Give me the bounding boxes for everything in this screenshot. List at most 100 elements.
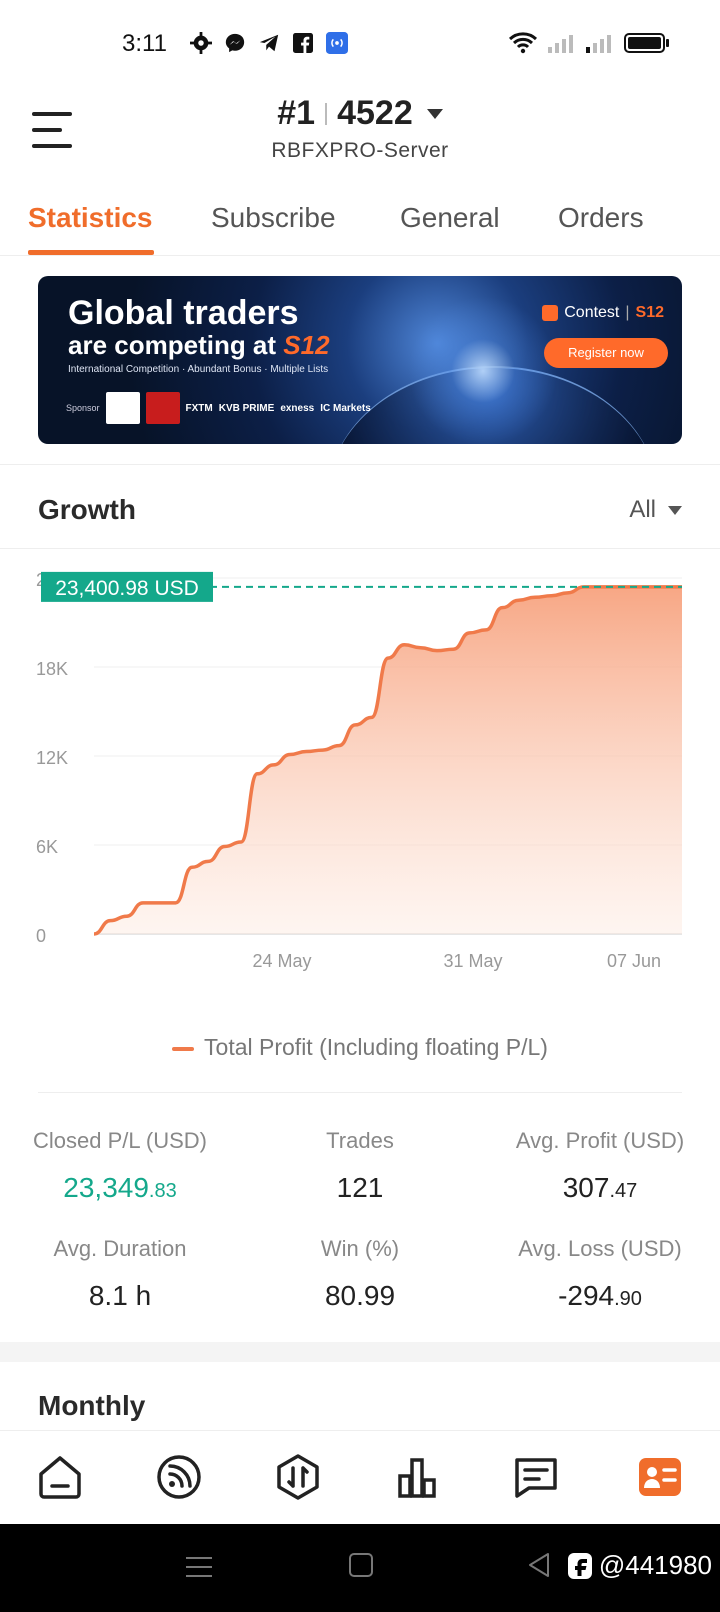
- stat-label: Trades: [326, 1128, 394, 1153]
- stat-avg-loss: Avg. Loss (USD) -294.90: [480, 1236, 720, 1312]
- banner-subtitle: International Competition · Abundant Bon…: [68, 364, 329, 375]
- legend-label: Total Profit (Including floating P/L): [204, 1034, 548, 1060]
- menu-icon[interactable]: [32, 110, 74, 150]
- stat-value: 121: [240, 1172, 480, 1204]
- stat-label: Avg. Profit (USD): [515, 1128, 685, 1153]
- y-tick-label: 6K: [36, 837, 58, 857]
- message-icon[interactable]: [508, 1449, 564, 1505]
- watermark-logo-icon: [567, 1552, 592, 1579]
- chevron-down-icon: [668, 505, 682, 515]
- status-right-icons: [508, 32, 670, 59]
- tab-subscribe[interactable]: Subscribe: [211, 202, 336, 233]
- divider: [38, 1092, 682, 1093]
- stat-value: 23,349.83: [0, 1172, 240, 1204]
- y-tick-label: 0: [36, 926, 46, 946]
- facebook-icon: [292, 32, 314, 54]
- signal-icon: [548, 33, 576, 58]
- recent-apps-icon[interactable]: [186, 1554, 212, 1585]
- stat-value-main: 121: [336, 1172, 384, 1203]
- stat-label: Closed P/L (USD): [32, 1128, 207, 1153]
- current-value-badge: [41, 571, 213, 602]
- legend-swatch: [172, 1046, 195, 1051]
- tab-bar: Statistics Subscribe General Orders: [0, 192, 720, 256]
- monthly-title: Monthly: [38, 1390, 146, 1421]
- stat-value-main: 80.99: [324, 1280, 396, 1311]
- tab-statistics[interactable]: Statistics: [28, 202, 153, 233]
- stat-value: -294.90: [480, 1280, 720, 1312]
- chevron-down-icon[interactable]: [426, 108, 443, 119]
- banner-contest-label: Contest | S12: [542, 304, 664, 322]
- stat-value-main: 307: [562, 1172, 610, 1203]
- stat-value: 8.1 h: [0, 1280, 240, 1312]
- stat-win: Win (%) 80.99: [240, 1236, 480, 1312]
- contest-banner[interactable]: Global traders are competing at S12 Inte…: [38, 276, 682, 444]
- active-tab-indicator: [28, 250, 154, 255]
- chart-icon[interactable]: [389, 1449, 445, 1505]
- profile-icon[interactable]: [632, 1449, 688, 1505]
- stat-label: Win (%): [320, 1236, 400, 1261]
- y-tick-label: 18K: [36, 659, 68, 679]
- current-value-label: 23,400.98 USD: [55, 577, 199, 600]
- account-divider: [325, 102, 328, 125]
- gear-icon: [190, 32, 212, 54]
- messenger-icon: [224, 32, 246, 54]
- account-number: 4522: [337, 94, 413, 132]
- home-icon[interactable]: [32, 1449, 88, 1505]
- sponsor-icmarkets: IC Markets: [320, 402, 371, 414]
- banner-title: Global traders: [68, 294, 299, 332]
- back-icon[interactable]: [526, 1552, 552, 1583]
- divider: [0, 464, 720, 465]
- home-button-icon[interactable]: [348, 1552, 374, 1583]
- tab-general[interactable]: General: [400, 202, 500, 233]
- growth-filter-value: All: [629, 496, 656, 523]
- feed-icon[interactable]: [151, 1449, 207, 1505]
- stat-value: 80.99: [240, 1280, 480, 1312]
- stat-value-main: 23,349: [63, 1172, 149, 1203]
- stat-value-decimal: .83: [148, 1180, 177, 1202]
- telegram-icon: [258, 32, 280, 54]
- section-divider: [0, 1342, 720, 1362]
- stat-value-main: 8.1 h: [88, 1280, 152, 1311]
- sponsor-logo-tickmill: [145, 392, 180, 424]
- stat-value-decimal: .90: [614, 1288, 642, 1310]
- banner-title-prefix: are competing at: [68, 330, 284, 360]
- growth-title: Growth: [38, 494, 136, 525]
- y-tick-label: 12K: [36, 748, 68, 768]
- x-tick-label: 31 May: [443, 951, 502, 971]
- status-time: 3:11: [122, 30, 167, 57]
- register-now-button[interactable]: Register now: [544, 338, 668, 368]
- status-left-icons: [190, 32, 348, 54]
- wifi-icon: [508, 32, 538, 59]
- sponsor-exness: exness: [280, 402, 315, 414]
- stat-label: Avg. Loss (USD): [518, 1236, 682, 1261]
- growth-period-filter[interactable]: All: [629, 496, 682, 524]
- stat-value-decimal: .47: [609, 1180, 638, 1202]
- series-area: [94, 586, 682, 934]
- bottom-navigation: [0, 1430, 720, 1522]
- banner-title-line2: are competing at S12: [68, 330, 330, 361]
- contest-divider: |: [625, 304, 630, 321]
- divider: [0, 548, 720, 549]
- tab-orders[interactable]: Orders: [558, 202, 644, 233]
- battery-icon: [624, 32, 670, 59]
- account-rank: #1: [277, 94, 316, 132]
- stat-value: 307.47: [480, 1172, 720, 1204]
- watermark-text: @441980: [598, 1550, 712, 1580]
- account-selector[interactable]: #1 4522 RBFXPRO-Server: [0, 94, 720, 163]
- broadcast-icon: [326, 32, 348, 54]
- stat-trades: Trades 121: [240, 1128, 480, 1204]
- stat-value-main: -294: [558, 1280, 615, 1311]
- trade-icon[interactable]: [270, 1449, 326, 1505]
- banner-sponsors: Sponsor FXTM KVB PRIME exness IC Markets: [66, 392, 371, 424]
- banner-glow-graphic: [408, 296, 558, 444]
- x-tick-label: 24 May: [252, 951, 311, 971]
- sponsor-fxtm: FXTM: [185, 402, 213, 414]
- x-tick-label: 07 Jun: [607, 951, 661, 971]
- stat-avg-profit: Avg. Profit (USD) 307.47: [480, 1128, 720, 1204]
- stat-label: Avg. Duration: [53, 1236, 187, 1261]
- app-header: #1 4522 RBFXPRO-Server: [0, 92, 720, 192]
- signal-icon: [586, 33, 614, 58]
- stat-closed-pl: Closed P/L (USD) 23,349.83: [0, 1128, 240, 1204]
- chart-legend: Total Profit (Including floating P/L): [0, 1034, 720, 1061]
